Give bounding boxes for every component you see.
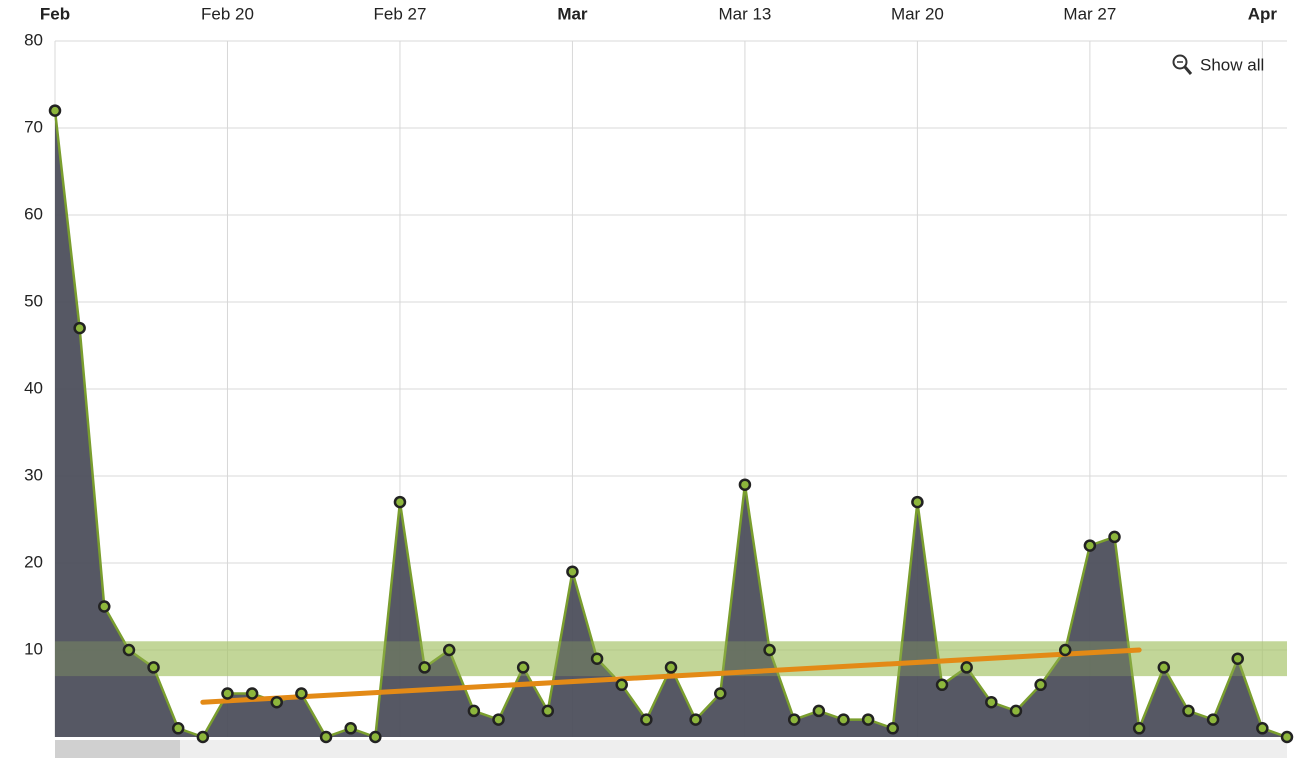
show-all-button[interactable]: Show all: [1172, 54, 1265, 75]
button-label[interactable]: Show all: [1200, 55, 1264, 74]
marker: [763, 643, 776, 657]
x-tick-label: Mar 13: [718, 4, 771, 23]
marker: [960, 661, 973, 674]
y-tick-label: 50: [24, 291, 43, 310]
y-tick-label: 20: [24, 552, 43, 571]
marker: [812, 704, 826, 718]
marker: [73, 321, 86, 335]
x-tick-label: Mar: [557, 4, 588, 23]
marker: [418, 661, 431, 674]
navigator-handle[interactable]: [55, 740, 180, 758]
marker: [738, 478, 752, 491]
x-tick-label: Mar 27: [1063, 4, 1116, 23]
marker: [590, 652, 604, 665]
marker: [1157, 661, 1171, 674]
x-tick-label: Mar 20: [891, 4, 944, 23]
x-tick-label: Feb 27: [373, 4, 426, 23]
marker: [98, 600, 111, 613]
marker: [270, 695, 284, 709]
y-tick-label: 70: [24, 117, 43, 136]
marker: [1206, 713, 1220, 726]
marker: [171, 722, 185, 735]
marker: [1058, 643, 1072, 657]
marker: [122, 643, 136, 657]
marker: [1280, 730, 1294, 744]
marker: [935, 678, 949, 692]
marker: [1231, 652, 1244, 665]
marker: [516, 661, 530, 674]
marker: [837, 713, 850, 726]
trend-line: [200, 647, 1142, 705]
marker: [245, 687, 259, 700]
marker: [714, 687, 727, 700]
marker: [566, 565, 579, 578]
marker: [48, 104, 62, 117]
marker: [319, 730, 333, 744]
y-tick-label: 60: [24, 204, 43, 223]
x-tick-label: Feb: [40, 4, 70, 23]
marker: [615, 678, 628, 692]
marker: [1256, 722, 1269, 735]
navigator: [55, 740, 1287, 758]
marker: [492, 713, 505, 726]
marker: [196, 730, 210, 744]
marker: [467, 704, 481, 718]
marker: [1009, 704, 1023, 718]
marker: [985, 695, 998, 709]
marker: [886, 722, 900, 735]
marker: [1083, 539, 1097, 552]
marker: [344, 722, 357, 735]
marker: [1034, 678, 1047, 692]
y-tick-label: 10: [24, 639, 43, 658]
zoom-icon: [1172, 54, 1188, 70]
marker: [393, 495, 407, 509]
marker: [221, 687, 234, 700]
marker: [541, 704, 555, 718]
y-tick-label: 30: [24, 465, 43, 484]
area: [55, 110, 1287, 738]
marker: [1108, 530, 1121, 544]
marker: [147, 661, 160, 674]
marker: [640, 713, 653, 726]
x-tick-label: Feb 20: [201, 4, 254, 23]
zoom-icon-handle: [1183, 66, 1193, 75]
marker: [911, 495, 924, 509]
marker: [1182, 704, 1195, 718]
x-tick-label: Apr: [1248, 4, 1278, 23]
marker: [1132, 722, 1146, 735]
marker: [664, 661, 678, 674]
marker: [369, 730, 382, 744]
y-tick-label: 80: [24, 30, 43, 49]
marker: [295, 687, 308, 700]
marker: [689, 713, 702, 726]
marker: [442, 643, 456, 657]
marker: [787, 713, 801, 726]
y-tick-label: 40: [24, 378, 43, 397]
marker: [861, 713, 875, 726]
